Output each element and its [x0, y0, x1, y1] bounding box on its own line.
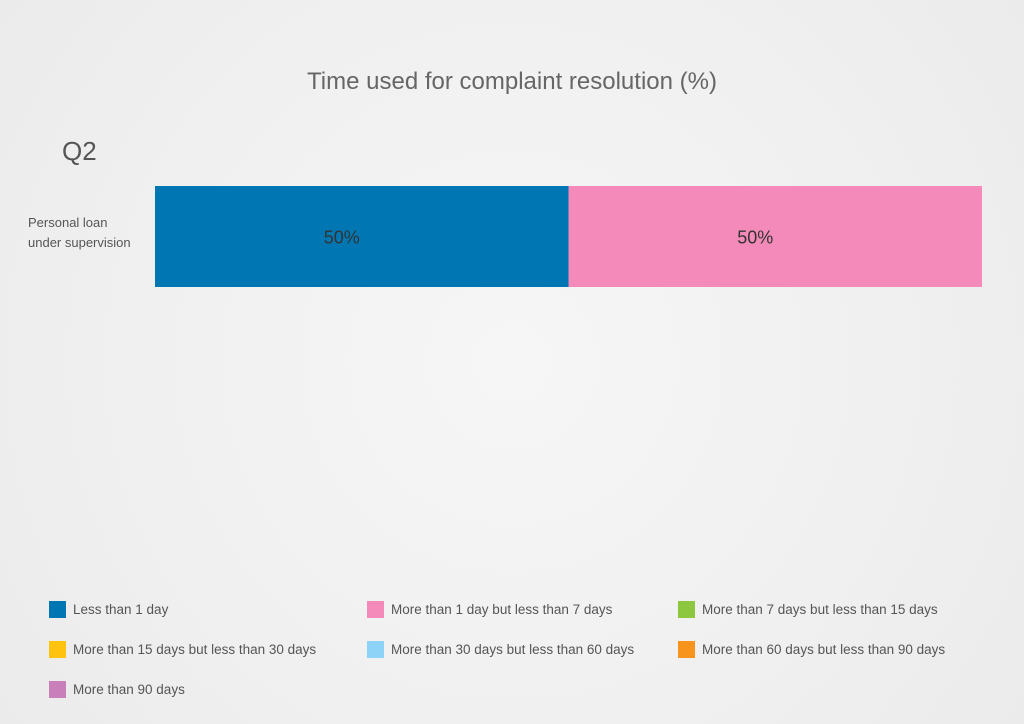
chart-title: Time used for complaint resolution (%) — [307, 68, 717, 95]
data-label-0: 50% — [324, 228, 360, 248]
period-label: Q2 — [62, 136, 97, 166]
bar-segment-0 — [155, 186, 569, 287]
category-label: Personal loan under supervision — [28, 215, 131, 250]
bar-segment-1 — [568, 186, 982, 287]
data-label-1: 50% — [737, 228, 773, 248]
